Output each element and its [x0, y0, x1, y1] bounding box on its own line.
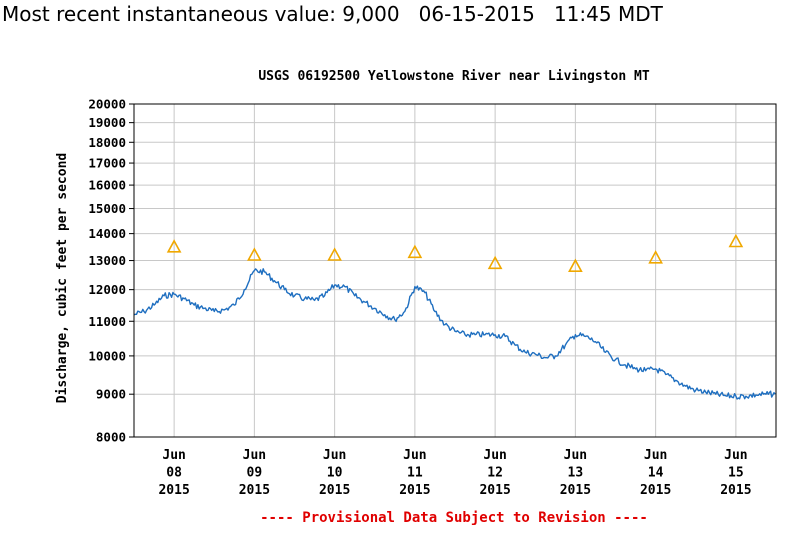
y-axis-label: Discharge, cubic feet per second [55, 153, 70, 403]
x-tick-label: Jun 13 2015 [560, 448, 591, 498]
y-tick-label: 20000 [88, 97, 126, 112]
y-tick-label: 14000 [88, 226, 126, 241]
x-tick-label: Jun 11 2015 [399, 448, 430, 498]
y-tick-label: 8000 [96, 430, 126, 445]
x-tick-label-line: Jun [243, 448, 266, 463]
median-triangle-marker [568, 258, 583, 272]
y-tick-label: 10000 [88, 348, 126, 363]
x-tick-label-line: 09 [247, 466, 263, 481]
latest-value-time: 11:45 MDT [553, 2, 663, 26]
discharge-series-line [133, 268, 776, 400]
x-tick-label-line: 2015 [640, 483, 671, 498]
x-tick-label-line: 10 [327, 466, 343, 481]
grid-lines [134, 103, 776, 438]
x-tick-label-line: 12 [487, 466, 503, 481]
x-tick-label: Jun 10 2015 [319, 448, 350, 498]
x-tick-label-line: 2015 [158, 483, 189, 498]
x-tick-label: Jun 14 2015 [640, 448, 671, 498]
x-tick-label-line: 13 [568, 466, 584, 481]
x-tick-label-line: 2015 [319, 483, 350, 498]
x-tick-label-line: 2015 [560, 483, 591, 498]
x-tick-label-line: Jun [724, 448, 747, 463]
y-tick-label: 18000 [88, 135, 126, 150]
latest-value: 9,000 [342, 2, 400, 26]
y-axis-ticks: 8000 9000 10000 11000 12000 13000 14000 15000 16… [88, 97, 134, 445]
x-tick-label-line: 2015 [720, 483, 751, 498]
x-tick-label-line: 2015 [399, 483, 430, 498]
x-tick-label-line: Jun [403, 448, 426, 463]
x-tick-label-line: 11 [407, 466, 423, 481]
median-triangle-marker [407, 244, 423, 259]
median-triangle-marker [166, 239, 182, 253]
x-tick-label: Jun 08 2015 [158, 448, 189, 498]
chart-title: USGS 06192500 Yellowstone River near Liv… [258, 69, 650, 84]
x-tick-label-line: 08 [166, 466, 182, 481]
y-tick-label: 19000 [88, 115, 126, 130]
latest-value-headline: Most recent instantaneous value: 9,000 0… [2, 2, 663, 26]
y-tick-label: 9000 [96, 387, 126, 402]
median-triangle-marker [728, 233, 744, 248]
x-tick-label-line: 2015 [479, 483, 510, 498]
x-tick-label: Jun 12 2015 [479, 448, 510, 498]
median-triangle-marker [648, 250, 663, 264]
x-tick-label-line: Jun [323, 448, 346, 463]
median-triangle-marker [247, 247, 262, 261]
x-tick-label-line: Jun [644, 448, 667, 463]
x-tick-label: Jun 09 2015 [239, 448, 270, 498]
x-axis-ticks: Jun 08 2015 Jun 09 2015 Jun 10 2015 Jun 11 2015 Jun 1… [158, 448, 751, 498]
x-tick-label-line: 14 [648, 466, 664, 481]
x-tick-label-line: Jun [564, 448, 587, 463]
latest-value-label: Most recent instantaneous value: [2, 2, 336, 26]
x-tick-label-line: 2015 [239, 483, 270, 498]
y-tick-label: 11000 [88, 314, 126, 329]
x-tick-label-line: 15 [728, 466, 744, 481]
y-tick-label: 16000 [88, 178, 126, 193]
plot-series [133, 233, 776, 400]
x-tick-label: Jun 15 2015 [720, 448, 751, 498]
y-tick-label: 15000 [88, 201, 126, 216]
y-tick-label: 17000 [88, 156, 126, 171]
latest-value-date: 06-15-2015 [418, 2, 535, 26]
x-tick-label-line: Jun [483, 448, 506, 463]
y-tick-label: 12000 [88, 282, 126, 297]
median-triangle-marker [487, 255, 503, 270]
y-tick-label: 13000 [88, 253, 126, 268]
x-tick-label-line: Jun [162, 448, 185, 463]
provisional-footnote: ---- Provisional Data Subject to Revisio… [260, 510, 648, 526]
median-triangle-marker [327, 247, 342, 261]
plot-frame [133, 103, 777, 438]
